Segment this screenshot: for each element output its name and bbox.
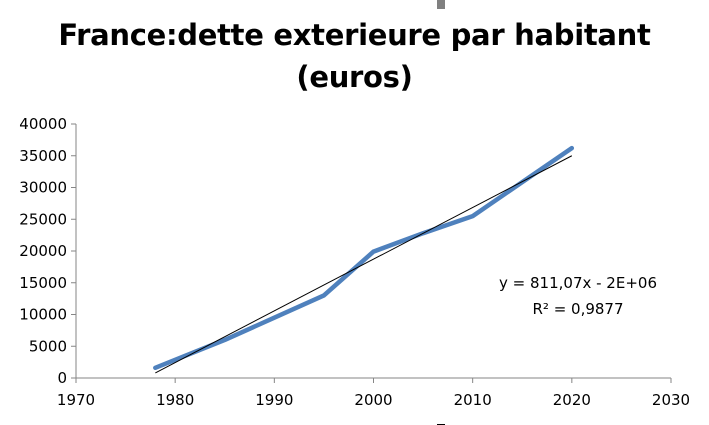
y-axis-ticks: 0 5000 10000 15000 20000 25000 30000 35000 40000: [19, 115, 76, 387]
linear-trendline: [155, 155, 573, 374]
data-series-line: [153, 145, 575, 371]
trendline-equation: y = 811,07x - 2E+06: [499, 274, 657, 292]
series-layer: [153, 145, 575, 371]
chart-title-line-2: (euros): [296, 60, 413, 94]
trendline-r-squared: R² = 0,9877: [532, 300, 623, 318]
y-tick-label: 35000: [19, 147, 67, 165]
y-tick-label: 0: [57, 369, 67, 387]
y-tick-label: 5000: [29, 337, 67, 355]
x-tick-label: 1990: [255, 391, 293, 409]
chart-title: France:dette exterieure par habitant (eu…: [0, 14, 709, 98]
x-tick-label: 1970: [57, 391, 95, 409]
y-tick-label: 10000: [19, 306, 67, 324]
y-tick-label: 40000: [19, 115, 67, 133]
y-tick-label: 30000: [19, 179, 67, 197]
y-tick-label: 25000: [19, 210, 67, 228]
x-tick-label: 2010: [454, 391, 492, 409]
y-tick-label: 15000: [19, 274, 67, 292]
x-axis-ticks: 1970 1980 1990 2000 2010 2020 2030: [57, 378, 690, 409]
chart-title-line-1: France:dette exterieure par habitant: [58, 18, 651, 52]
x-tick-label: 2000: [354, 391, 392, 409]
trendline-layer: [155, 155, 573, 374]
x-tick-label: 2020: [553, 391, 591, 409]
top-marker: [437, 0, 445, 9]
x-tick-label: 1980: [156, 391, 194, 409]
x-tick-label: 2030: [652, 391, 690, 409]
y-tick-label: 20000: [19, 242, 67, 260]
